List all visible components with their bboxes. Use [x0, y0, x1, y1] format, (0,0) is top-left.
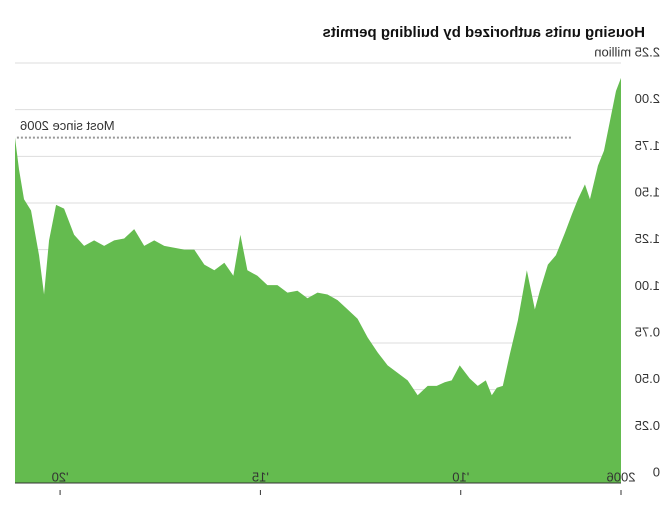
y-tick-label: 0 [653, 464, 660, 479]
y-tick-label: 0.25 [635, 418, 660, 433]
y-tick-label: 1.50 [635, 184, 660, 199]
y-tick-label: 0.75 [635, 324, 660, 339]
x-tick-label: '20 [52, 469, 69, 484]
y-tick-label: 1.00 [635, 278, 660, 293]
area [15, 77, 621, 483]
x-tick-label: '10 [452, 469, 469, 484]
x-tick-label: '15 [252, 469, 269, 484]
y-tick-label: 1.75 [635, 138, 660, 153]
y-tick-label: 2.00 [635, 91, 660, 106]
annotation: Most since 2006 [20, 118, 115, 133]
chart-title: Housing units authorized by building per… [323, 24, 646, 41]
y-tick-label: 0.50 [635, 371, 660, 386]
y-tick-label: 2.25 million [594, 44, 660, 59]
y-tick-label: 1.25 [635, 231, 660, 246]
x-tick-label: 2006 [607, 469, 636, 484]
